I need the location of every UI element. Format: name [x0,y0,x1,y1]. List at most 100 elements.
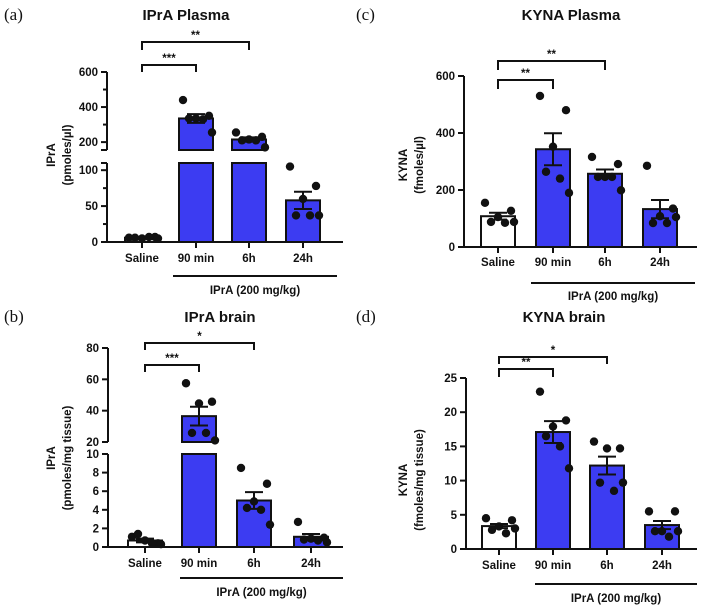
y-tick-label: 8 [93,468,100,480]
data-point [548,142,558,151]
significance-bracket [497,60,606,70]
y-axis-label: KYNA (fmoles/mg tissue) [398,429,426,531]
data-point [291,211,301,220]
y-tick-label: 6 [93,486,99,498]
significance-label: ** [521,68,530,80]
bar-6h [231,162,267,243]
data-point [322,538,332,547]
data-point [198,115,208,124]
data-point [293,517,303,527]
chart-title: KYNA brain [523,309,606,326]
y-label-line2: (fmoles/µl) [414,136,426,194]
y-tick-label: 400 [79,102,98,114]
data-point [510,524,520,533]
data-point [668,204,678,213]
significance-label: ** [547,49,556,61]
chart-title: IPrA Plasma [143,7,231,24]
y-label-line1: IPrA [46,446,58,470]
significance-label: *** [165,353,179,365]
data-point [481,514,491,523]
y-label-line2: (pmoles/mg tissue) [62,405,74,510]
y-tick-label: 0 [92,237,98,249]
data-point [237,136,247,145]
data-point [613,159,623,169]
data-point [507,516,517,525]
data-point [555,442,565,451]
data-point [184,114,194,123]
bar-6h [587,172,623,249]
y-tick-label: 400 [436,128,455,140]
data-point [251,136,261,145]
data-point [564,464,574,473]
significance-bracket [144,342,255,350]
data-point [587,152,597,162]
y-axis-label: IPrA (pmoles/µl) [46,124,74,185]
x-tick-label: 6h [247,558,260,570]
data-point [494,522,504,531]
y-tick-label: 15 [444,441,457,453]
y-label-line2: (pmoles/µl) [62,124,74,185]
y-tick-label: 200 [436,185,455,197]
y-tick-label: 5 [451,510,458,522]
data-point [595,478,605,487]
bar-6h [589,464,625,550]
significance-label: ** [522,357,531,369]
y-tick-label: 60 [86,374,99,386]
y-tick-label: 2 [93,523,99,535]
data-point [500,218,510,227]
data-point [242,503,252,513]
data-point [236,463,246,473]
data-point [249,497,259,506]
panel-letter: (b) [4,307,24,326]
significance-bracket [141,64,197,72]
data-point [616,186,626,195]
y-label-line1: KYNA [398,464,410,497]
data-point [191,114,201,123]
panel-letter: (c) [356,5,375,24]
x-tick-label: 90 min [178,253,214,265]
data-point [178,95,188,105]
group-label: IPrA (200 mg/kg) [216,587,306,599]
data-point [265,520,275,529]
data-point [548,422,558,431]
panel-d: (d) KYNA brain KYNA (fmoles/mg tissue) 0 5 10 1… [356,307,697,605]
x-tick-label: Saline [125,253,159,265]
data-point [187,428,197,438]
data-point [313,536,323,545]
significance-label: ** [191,30,200,42]
data-point [509,217,519,227]
data-point [231,128,241,137]
y-tick-label: 4 [93,505,100,517]
data-point [260,143,270,152]
data-point [655,212,665,221]
y-tick-label: 40 [86,406,99,418]
data-point [137,234,147,243]
data-point [618,478,628,487]
data-point [207,397,217,406]
x-tick-label: 90 min [181,558,217,570]
data-point [561,106,571,115]
data-point [657,527,667,536]
data-point [602,444,612,453]
x-tick-label: 6h [242,253,255,265]
data-point [207,128,217,137]
data-point [671,212,681,222]
data-point [607,172,617,182]
data-point [133,529,143,539]
significance-bracket [144,364,200,372]
x-tick-label: Saline [482,560,516,572]
data-point [609,486,619,496]
data-point [486,217,496,227]
y-tick-label: 80 [86,343,99,355]
panel-letter: (a) [4,5,23,24]
significance-bracket [498,356,608,364]
y-label-line1: IPrA [46,143,58,167]
significance-bracket [141,41,250,50]
x-tick-label: 24h [301,558,321,570]
data-point [244,135,254,144]
data-point [262,479,272,488]
data-point [662,218,672,228]
bar-90 min [535,431,571,551]
panel-c: (c) KYNA Plasma KYNA (fmoles/µl) 0 200 400 600 S… [356,5,697,303]
data-point [648,218,658,228]
